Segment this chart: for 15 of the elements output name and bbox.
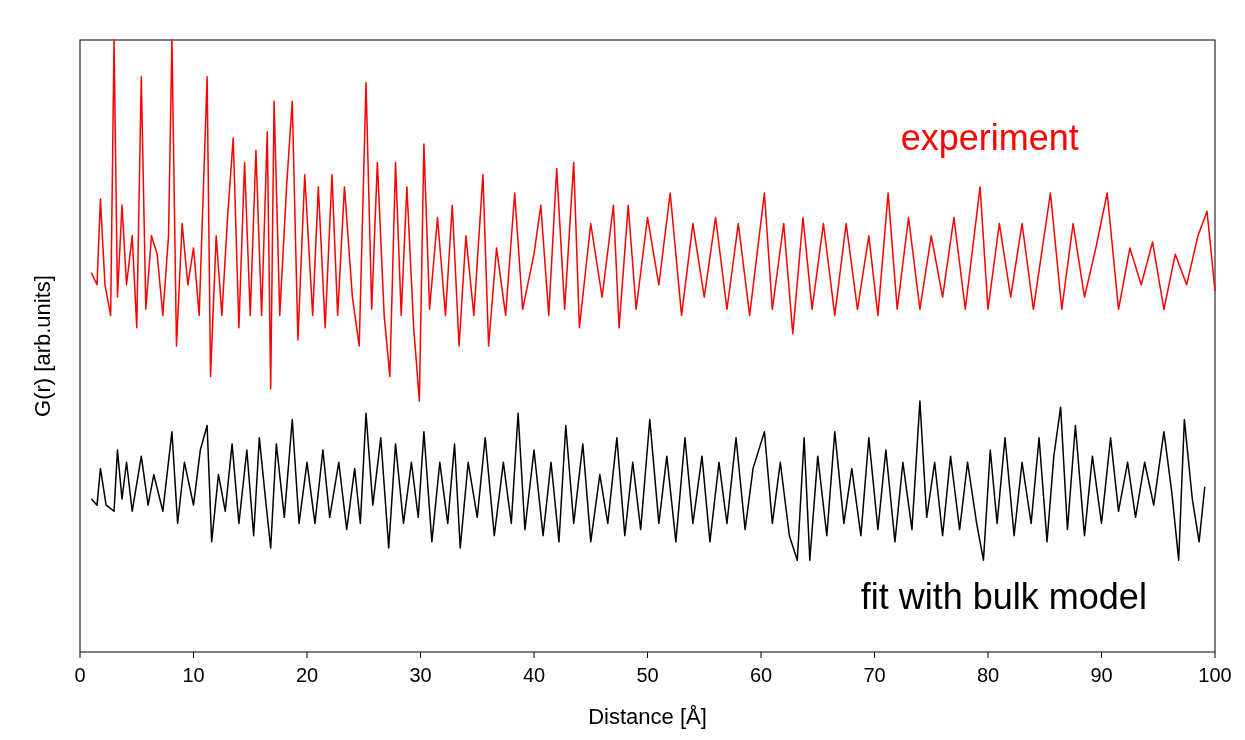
series-label: fit with bulk model xyxy=(860,576,1147,618)
x-tick-label: 90 xyxy=(1090,664,1113,686)
x-tick-label: 20 xyxy=(295,664,319,686)
x-tick-label: 30 xyxy=(409,664,432,686)
x-tick-label: 80 xyxy=(976,664,1000,686)
x-tick-label: 40 xyxy=(522,664,546,686)
x-tick-label: 100 xyxy=(1198,664,1232,686)
x-tick-label: 0 xyxy=(74,664,86,686)
x-tick-label: 10 xyxy=(182,664,205,686)
series-label: experiment xyxy=(900,117,1079,159)
x-tick-label: 70 xyxy=(863,664,886,686)
y-axis-title: G(r) [arb.units] xyxy=(30,275,55,417)
x-axis-title: Distance [Å] xyxy=(588,704,707,729)
x-tick-label: 50 xyxy=(636,664,659,686)
x-tick-label: 60 xyxy=(749,664,773,686)
